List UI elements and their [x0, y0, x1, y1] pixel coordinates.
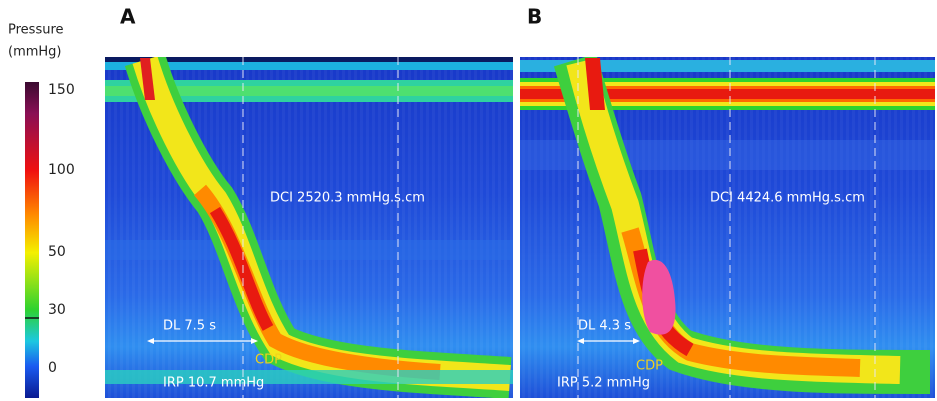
irp-label: IRP 10.7 mmHg — [163, 376, 264, 391]
topography-plot — [520, 57, 935, 398]
colorbar-title: Pressure — [8, 23, 64, 38]
colorbar-title: (mmHg) — [8, 45, 62, 60]
dl-label: DL 7.5 s — [163, 319, 216, 334]
colorbar-tick-label: 150 — [48, 82, 75, 98]
cdp-label: CDP — [636, 359, 663, 374]
dl-label: DL 4.3 s — [578, 319, 631, 334]
cdp-label: CDP — [255, 353, 282, 368]
colorbar-tick-label: 50 — [48, 244, 66, 260]
dci-label: DCI 4424.6 mmHg.s.cm — [710, 191, 865, 206]
colorbar — [25, 82, 39, 398]
dl-arrow — [147, 338, 258, 344]
colorbar-tick-label: 100 — [48, 162, 75, 178]
irp-label: IRP 5.2 mmHg — [557, 376, 650, 391]
panel-label: B — [527, 5, 542, 29]
colorbar-tick-label: 30 — [48, 302, 66, 318]
dl-arrow — [577, 338, 640, 344]
dci-label: DCI 2520.3 mmHg.s.cm — [270, 191, 425, 206]
panel-label: A — [120, 5, 136, 29]
colorbar-tick-label: 0 — [48, 360, 57, 376]
topography-plot — [105, 57, 513, 398]
